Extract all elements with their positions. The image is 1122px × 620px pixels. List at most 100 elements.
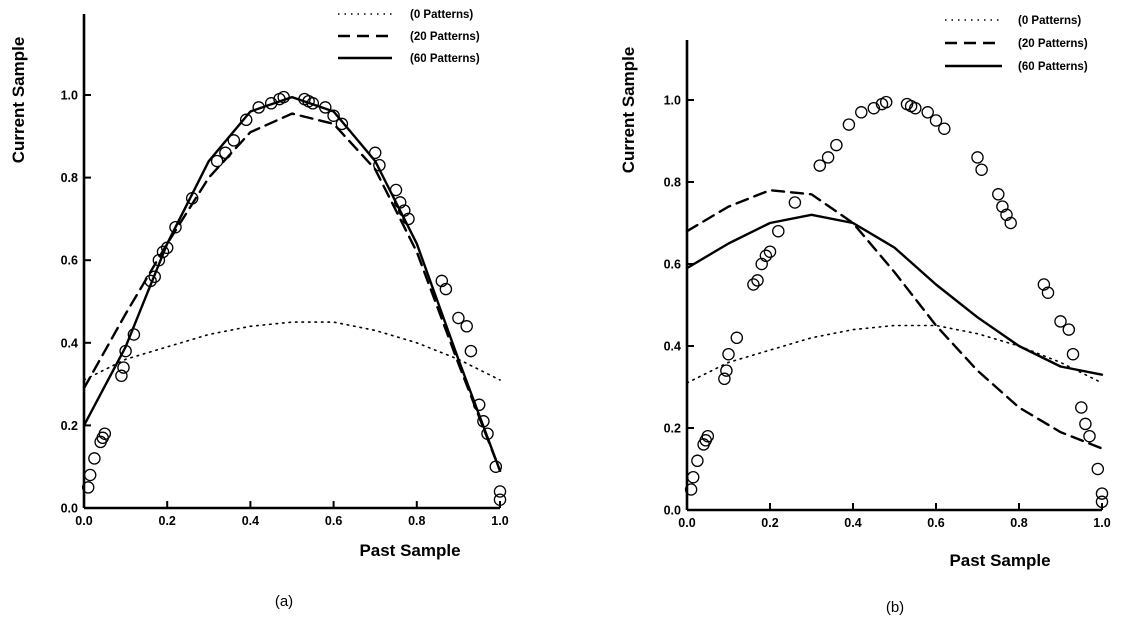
data-point	[389, 183, 403, 197]
data-point	[747, 278, 760, 291]
data-point	[435, 274, 449, 288]
x-tick-label: 0.2	[761, 516, 778, 530]
data-point	[239, 113, 253, 127]
data-point	[464, 344, 478, 358]
data-point	[909, 101, 922, 115]
data-point	[368, 146, 382, 160]
data-point	[996, 200, 1009, 213]
data-point	[971, 151, 984, 164]
legend-label: (20 Patterns)	[1018, 38, 1088, 50]
chart-panel-a: 0.0 0.2 0.4 0.6 0.8 1.0 0.0 0.2 0.4 0.6 0.8 1.0 Past…	[9, 9, 509, 610]
data-point	[306, 97, 320, 110]
data-point	[1054, 315, 1067, 328]
data-point	[1000, 208, 1013, 222]
data-point	[144, 274, 157, 288]
data-point	[373, 158, 386, 172]
x-tick-label: 0.2	[159, 514, 176, 528]
y-tick-label: 0.0	[61, 502, 78, 516]
data-point	[160, 241, 174, 255]
data-point	[219, 146, 232, 160]
data-point	[751, 274, 764, 287]
data-point	[975, 163, 988, 176]
series-line-dashed	[82, 112, 502, 472]
data-point	[98, 427, 112, 440]
x-tick-label: 0.4	[242, 514, 259, 528]
data-point	[879, 95, 893, 109]
x-tick-label: 1.0	[491, 514, 508, 528]
data-point	[81, 481, 95, 494]
data-point	[115, 369, 128, 383]
data-point	[319, 101, 332, 114]
x-tick-label: 0.8	[1010, 516, 1027, 530]
series-line-dashed	[685, 189, 1104, 450]
data-point	[701, 429, 715, 443]
data-point	[460, 320, 473, 333]
data-point	[1075, 401, 1088, 414]
data-point	[992, 188, 1005, 201]
data-point	[821, 151, 835, 164]
data-point	[156, 245, 170, 259]
data-point	[393, 196, 407, 209]
x-axis-label: Past Sample	[359, 541, 460, 560]
legend-label: (60 Patterns)	[1018, 61, 1088, 73]
data-point	[252, 101, 265, 114]
data-point	[684, 483, 698, 496]
data-point	[119, 344, 132, 358]
data-point	[117, 361, 130, 374]
data-point	[938, 122, 951, 135]
x-tick-label: 0.0	[75, 514, 92, 528]
series-line-dotted	[83, 321, 501, 381]
chart-panel-b: 0.0 0.2 0.4 0.6 0.8 1.0 0.0 0.2 0.4 0.6 0.8 1.0 Past…	[619, 15, 1111, 616]
data-point	[813, 159, 827, 172]
y-axis-label: Current Sample	[9, 37, 28, 164]
data-point	[1041, 286, 1055, 299]
data-point	[686, 470, 700, 484]
data-point	[855, 106, 868, 119]
data-point	[1037, 278, 1051, 291]
x-axis-label: Past Sample	[949, 551, 1050, 570]
data-point	[772, 224, 785, 238]
data-point	[277, 90, 290, 104]
data-point	[210, 154, 224, 168]
legend-label: (60 Patterns)	[410, 53, 480, 65]
data-point	[472, 398, 486, 412]
y-tick-label: 0.0	[664, 504, 681, 518]
y-axis-label: Current Sample	[619, 47, 638, 174]
data-point	[185, 192, 199, 205]
legend-label: (20 Patterns)	[410, 31, 480, 43]
legend-label: (0 Patterns)	[1018, 15, 1081, 27]
series-line-solid	[82, 95, 502, 472]
data-point	[88, 452, 101, 465]
data-point	[722, 347, 735, 361]
data-point	[1066, 347, 1080, 361]
data-point	[227, 134, 241, 147]
data-point	[1091, 462, 1105, 476]
data-point	[327, 109, 340, 122]
y-tick-label: 0.6	[664, 258, 681, 272]
data-point	[1079, 417, 1092, 431]
x-tick-label: 1.0	[1093, 516, 1110, 530]
data-point	[127, 328, 141, 341]
data-point	[1004, 216, 1017, 230]
series-line-dotted	[686, 324, 1103, 384]
y-tick-label: 0.4	[664, 340, 681, 354]
x-tick-label: 0.8	[408, 514, 425, 528]
data-point	[1095, 495, 1109, 509]
y-tick-label: 0.2	[664, 422, 681, 436]
data-point	[452, 311, 465, 325]
legend-label: (0 Patterns)	[410, 9, 473, 21]
data-point	[763, 245, 777, 258]
data-point	[83, 468, 97, 482]
y-tick-label: 0.8	[61, 171, 78, 185]
data-point	[489, 460, 503, 473]
data-point	[759, 249, 773, 263]
series-line-solid	[685, 213, 1104, 376]
y-tick-label: 0.6	[61, 254, 78, 268]
data-point	[730, 331, 744, 345]
y-tick-label: 1.0	[664, 94, 681, 108]
data-point	[788, 196, 802, 209]
y-tick-label: 0.2	[61, 419, 78, 433]
data-point	[929, 114, 943, 127]
data-point	[842, 118, 856, 131]
